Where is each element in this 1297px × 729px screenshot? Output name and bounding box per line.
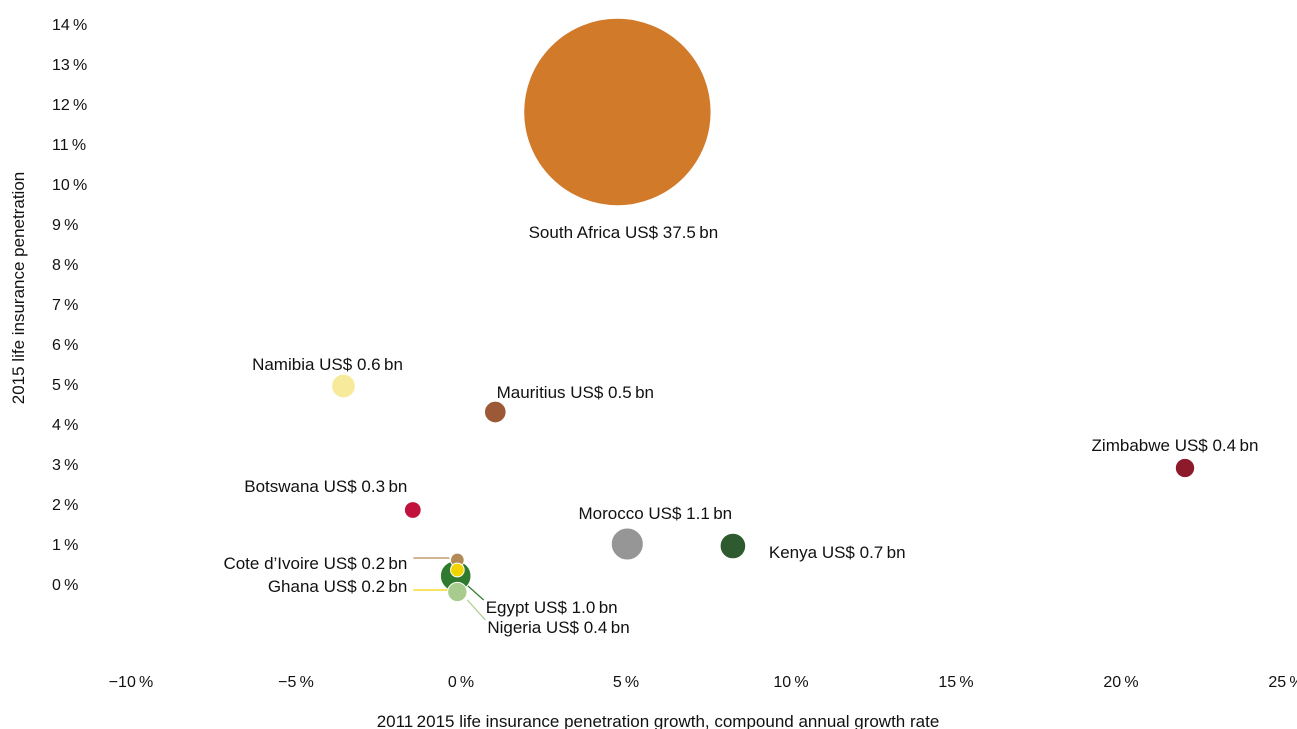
bubble-ghana — [450, 562, 465, 578]
leader-nigeria — [466, 599, 486, 621]
x-tick-label: 10 % — [773, 674, 808, 691]
x-tick-label: 20 % — [1103, 674, 1138, 691]
bubble-labels: South Africa US$ 37.5 bn Namibia US$ 0.6 … — [223, 223, 1258, 637]
label-morocco: Morocco US$ 1.1 bn — [578, 504, 732, 523]
label-botswana: Botswana US$ 0.3 bn — [244, 477, 407, 496]
y-tick-label: 7 % — [52, 297, 78, 314]
y-tick-label: 5 % — [52, 377, 78, 394]
label-zimbabwe: Zimbabwe US$ 0.4 bn — [1092, 436, 1259, 455]
y-axis-title: 2015 life insurance penetration — [9, 172, 28, 405]
bubble-namibia — [331, 373, 356, 399]
x-tick-label: 25 % — [1268, 674, 1297, 691]
x-tick-label: −10 % — [109, 674, 154, 691]
label-nigeria: Nigeria US$ 0.4 bn — [487, 618, 629, 637]
y-tick-label: 2 % — [52, 497, 78, 514]
x-tick-label: 0 % — [448, 674, 474, 691]
y-tick-label: 9 % — [52, 217, 78, 234]
bubble-south-africa — [523, 17, 712, 207]
x-tick-label: 5 % — [613, 674, 639, 691]
y-tick-label: 8 % — [52, 257, 78, 274]
y-tick-label: 14 % — [52, 17, 87, 34]
label-kenya: Kenya US$ 0.7 bn — [769, 543, 906, 562]
bubble-botswana — [403, 501, 422, 519]
bubble-zimbabwe — [1174, 457, 1196, 479]
label-cote-d-ivoire: Cote d’Ivoire US$ 0.2 bn — [223, 554, 407, 573]
y-tick-label: 10 % — [52, 177, 87, 194]
label-namibia: Namibia US$ 0.6 bn — [252, 355, 403, 374]
y-axis-ticks: 0 % 1 % 2 % 3 % 4 % 5 % 6 % 7 % 8 % 9 % 10 % 11 % 12… — [52, 17, 87, 594]
bubbles — [331, 17, 1196, 603]
label-mauritius: Mauritius US$ 0.5 bn — [497, 383, 654, 402]
bubble-morocco — [610, 527, 644, 561]
label-south-africa: South Africa US$ 37.5 bn — [529, 223, 719, 242]
y-tick-label: 1 % — [52, 537, 78, 554]
x-axis-title: 2011 2015 life insurance penetration gro… — [377, 712, 940, 729]
bubble-kenya — [719, 532, 747, 560]
x-tick-label: −5 % — [278, 674, 314, 691]
y-tick-label: 4 % — [52, 417, 78, 434]
leader-lines — [413, 557, 486, 621]
y-tick-label: 12 % — [52, 97, 87, 114]
label-egypt: Egypt US$ 1.0 bn — [486, 598, 618, 617]
x-tick-label: 15 % — [938, 674, 973, 691]
y-tick-label: 6 % — [52, 337, 78, 354]
y-tick-label: 13 % — [52, 57, 87, 74]
bubble-mauritius — [483, 400, 507, 424]
bubble-nigeria — [447, 581, 468, 603]
leader-egypt — [465, 583, 485, 601]
label-ghana: Ghana US$ 0.2 bn — [268, 577, 408, 596]
y-tick-label: 0 % — [52, 577, 78, 594]
x-axis-ticks: −10 % −5 % 0 % 5 % 10 % 15 % 20 % 25 % — [109, 674, 1297, 691]
y-tick-label: 11 % — [52, 137, 86, 154]
y-tick-label: 3 % — [52, 457, 78, 474]
